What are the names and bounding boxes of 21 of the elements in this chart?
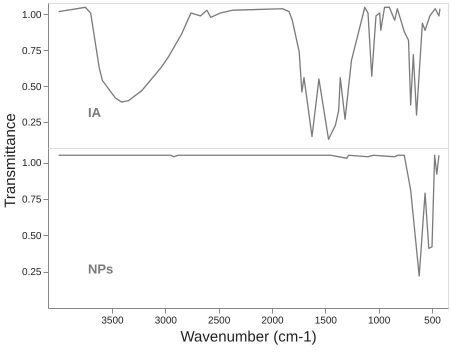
- y-axis-title: Transmittance: [2, 113, 20, 208]
- y-tick-label: 0.25: [22, 118, 42, 129]
- line-series: [58, 154, 440, 277]
- series-label: IA: [88, 105, 102, 120]
- x-axis-title: Wavenumber (cm-1): [180, 328, 317, 346]
- x-tick-label: 3000: [154, 316, 178, 326]
- x-tick-label: 500: [424, 316, 442, 326]
- x-tick-label: 1500: [314, 316, 338, 326]
- text: NPs: [88, 262, 114, 277]
- line-series: [58, 6, 441, 140]
- y-tick-label: 0.50: [22, 82, 42, 93]
- y-tick-label: 0.25: [22, 267, 42, 278]
- x-tick-label: 3500: [101, 316, 124, 326]
- x-tick-label: 2500: [208, 316, 231, 326]
- x-tick-label: 2000: [261, 316, 284, 326]
- y-tick-label: 1.00: [22, 10, 42, 21]
- y-tick-label: 0.50: [22, 230, 42, 242]
- y-tick-label: 1.00: [22, 158, 42, 170]
- x-tick-label: 1000: [368, 316, 391, 326]
- y-tick-label: 0.75: [22, 46, 42, 57]
- y-tick-label: 0.75: [22, 194, 42, 206]
